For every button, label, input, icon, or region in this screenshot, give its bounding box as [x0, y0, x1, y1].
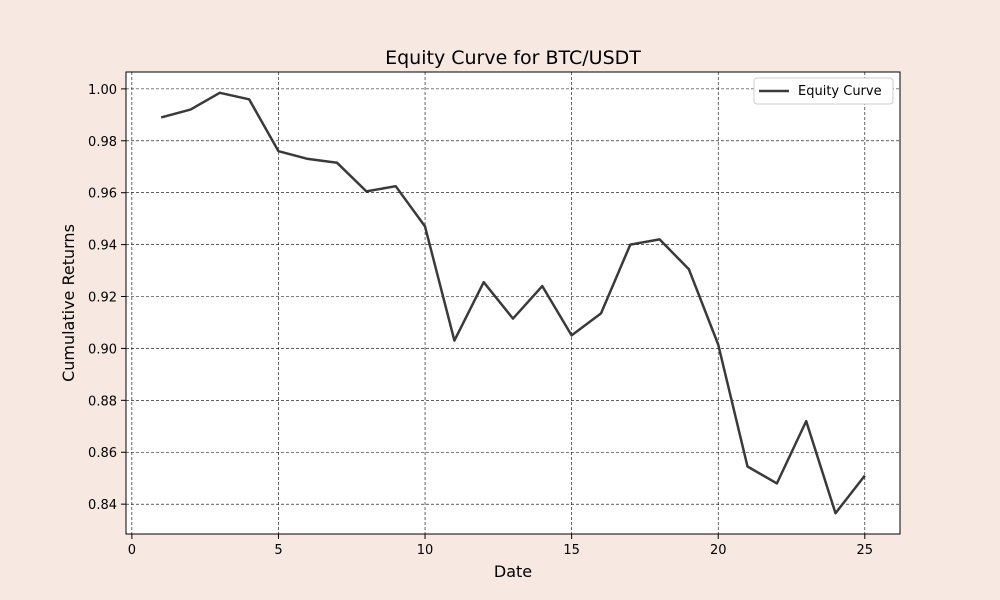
x-tick-label: 20	[710, 543, 727, 558]
plot-frame	[125, 71, 901, 535]
x-tick-label: 0	[128, 543, 136, 558]
y-tick-label: 0.90	[88, 342, 117, 357]
y-tick-label: 0.92	[88, 291, 117, 306]
y-tick-label: 0.96	[88, 187, 117, 202]
y-tick-label: 1.00	[88, 83, 117, 98]
y-tick-label: 0.86	[88, 446, 117, 461]
x-tick-label: 15	[563, 543, 580, 558]
x-tick-label: 5	[274, 543, 282, 558]
plot-area	[126, 72, 900, 534]
series-layer	[160, 91, 866, 515]
x-axis-label: Date	[494, 562, 532, 581]
y-tick-label: 0.94	[88, 239, 117, 254]
legend-label: Equity Curve	[798, 84, 882, 99]
legend-box	[753, 77, 894, 105]
legend: Equity Curve	[753, 77, 894, 105]
y-tick-label: 0.84	[88, 498, 117, 513]
x-tick-label: 25	[857, 543, 874, 558]
ticks: 0 5 10 15 20 25 0.84 0.86 0.88 0.90 0.92 0.94 0.96 0.…	[88, 83, 873, 558]
y-axis-label: Cumulative Returns	[59, 224, 78, 382]
chart-title: Equity Curve for BTC/USDT	[385, 47, 641, 69]
y-tick-label: 0.98	[88, 135, 117, 150]
x-tick-label: 10	[417, 543, 434, 558]
y-tick-label: 0.88	[88, 394, 117, 409]
equity-curve-line	[160, 91, 866, 515]
grid	[126, 72, 900, 534]
